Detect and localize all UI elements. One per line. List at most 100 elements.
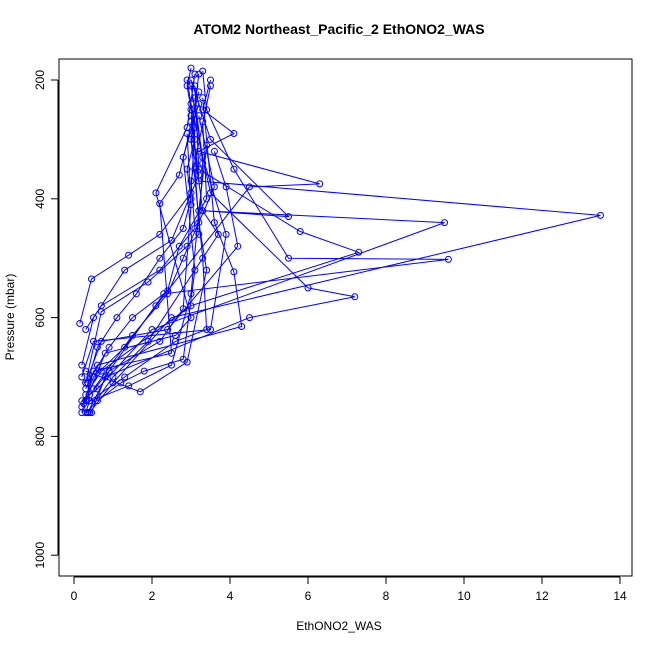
data-point (78, 373, 86, 381)
data-point (199, 207, 207, 215)
x-tick-label: 8 (383, 589, 390, 603)
data-point (144, 337, 152, 345)
data-point (179, 225, 187, 232)
data-point (121, 373, 129, 381)
data-point (136, 388, 144, 396)
data-point (187, 177, 195, 185)
data-point (140, 367, 148, 375)
data-point (164, 290, 172, 298)
data-point (191, 266, 199, 274)
x-tick-label: 14 (613, 589, 627, 603)
data-point (207, 135, 214, 143)
data-point (175, 242, 183, 250)
data-point (304, 284, 312, 292)
data-point (93, 343, 101, 351)
data-point (210, 183, 218, 191)
chart-title: ATOM2 Northeast_Pacific_2 EthONO2_WAS (193, 21, 484, 37)
data-point (195, 88, 203, 96)
data-point (156, 230, 164, 238)
data-point (121, 266, 129, 274)
data-point (109, 373, 117, 381)
profile-line (87, 121, 219, 413)
data-point (199, 159, 207, 167)
data-point (187, 290, 195, 298)
data-point (210, 219, 218, 227)
data-point (246, 314, 253, 322)
data-point (597, 211, 604, 219)
profile-line (85, 97, 204, 384)
profile-series (90, 112, 218, 393)
data-point (97, 308, 105, 316)
y-tick-label: 1000 (33, 542, 47, 569)
data-point (113, 314, 121, 322)
data-point (199, 254, 207, 262)
data-point (195, 230, 203, 238)
data-point (175, 171, 183, 179)
profile-line (81, 79, 445, 402)
profile-line (85, 74, 196, 401)
data-point (187, 314, 195, 322)
data-point (191, 70, 199, 78)
data-point (152, 189, 160, 197)
x-tick-label: 2 (149, 589, 156, 603)
data-point (187, 201, 195, 209)
data-point (132, 290, 140, 298)
profile-series (86, 70, 604, 417)
x-tick-label: 10 (457, 589, 471, 603)
data-point (156, 266, 164, 274)
data-point (97, 337, 105, 345)
data-point (129, 314, 136, 322)
data-point (171, 331, 179, 339)
data-point (207, 82, 214, 90)
y-axis-label: Pressure (mbar) (3, 274, 17, 361)
data-point (90, 314, 97, 322)
data-point (203, 141, 211, 149)
data-point (86, 391, 94, 399)
profile-line (85, 169, 208, 393)
profile-line (81, 91, 200, 413)
data-point (156, 254, 164, 262)
plot-area (76, 64, 604, 417)
profile-line (85, 151, 239, 384)
data-point (238, 323, 246, 330)
profile-series (82, 70, 199, 405)
y-axis: 200 400 600 800 1000 (33, 70, 59, 569)
profile-series (78, 88, 203, 417)
data-point (183, 242, 191, 250)
data-point (230, 165, 238, 173)
data-point (444, 255, 452, 263)
data-point (355, 248, 363, 256)
profile-line (87, 71, 449, 413)
profile-series (82, 147, 242, 387)
data-point (82, 326, 90, 333)
data-point (144, 278, 152, 286)
data-point (203, 326, 211, 333)
x-tick-label: 0 (71, 589, 78, 603)
profile-series (88, 100, 359, 417)
data-point (234, 242, 242, 250)
data-point (183, 76, 191, 84)
data-point (207, 326, 214, 333)
profile-line (91, 103, 355, 413)
plot-frame (58, 58, 633, 577)
data-point (222, 183, 230, 191)
data-point (203, 266, 211, 274)
x-axis-label: EthONO2_WAS (296, 619, 382, 633)
x-tick-label: 4 (227, 589, 234, 603)
data-point (183, 358, 191, 366)
data-point (179, 254, 187, 262)
y-tick-label: 800 (33, 426, 47, 446)
y-tick-label: 200 (33, 70, 47, 90)
data-point (195, 207, 203, 215)
data-point (199, 67, 207, 75)
data-point (285, 213, 292, 221)
data-point (214, 230, 222, 238)
data-point (183, 130, 191, 137)
data-point (101, 349, 109, 357)
data-point (285, 254, 292, 262)
profile-line (85, 85, 361, 396)
profile-line (79, 79, 196, 324)
data-point (222, 230, 230, 238)
profile-series (84, 67, 452, 417)
data-point (351, 293, 359, 301)
